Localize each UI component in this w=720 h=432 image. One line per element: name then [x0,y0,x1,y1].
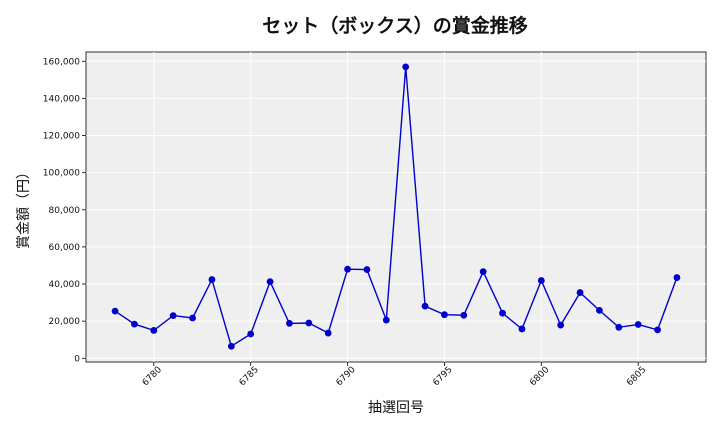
data-points [111,63,681,350]
data-point [460,311,468,319]
data-point [266,278,274,286]
y-tick-label: 100,000 [43,169,80,179]
data-point [654,326,661,334]
x-tick-label: 6805 [625,365,648,388]
data-point [596,306,603,314]
data-point [421,302,429,310]
data-point [576,289,584,296]
data-point [673,274,681,281]
y-tick-label: 20,000 [49,317,81,327]
x-tick-label: 6785 [238,365,261,388]
data-point [363,266,371,273]
data-point [305,319,313,327]
x-tick-label: 6800 [528,365,551,388]
x-tick-label: 6790 [335,365,358,388]
x-tick-label: 6780 [141,365,164,388]
y-tick-label: 60,000 [49,243,81,253]
data-point [402,63,410,71]
y-tick-label: 0 [74,354,80,364]
data-point [615,323,623,331]
x-tick-label: 6795 [431,365,454,388]
y-tick-label: 160,000 [43,57,80,67]
data-point [499,309,506,317]
data-point [169,312,177,319]
grid-lines [86,52,706,362]
series-line [114,66,678,348]
data-point [557,321,565,329]
x-axis-ticks: 6780 6785 6790 6795 6800 6805 [141,362,648,388]
data-point [111,307,119,315]
data-point [441,311,448,319]
y-tick-label: 40,000 [49,280,81,290]
data-point [227,342,235,350]
y-tick-label: 120,000 [43,132,80,142]
data-point [286,319,293,327]
data-point [382,316,390,324]
data-point [634,321,642,328]
data-point [208,276,216,283]
data-point [324,329,332,337]
data-point [479,268,487,275]
y-tick-label: 140,000 [43,94,80,104]
y-tick-label: 80,000 [49,206,81,216]
data-point [131,320,138,328]
data-point [247,330,255,338]
x-axis-label: 抽選回号 [368,400,424,416]
chart-title: セット（ボックス）の賞金推移 [262,14,527,37]
data-point [150,327,158,334]
y-axis-ticks: 0 20,000 40,000 60,000 80,000 100,000 120,000 1… [43,57,86,364]
data-point [518,325,526,333]
data-point [189,314,196,322]
data-point [344,265,351,273]
y-axis-label: 賞金額（円） [16,165,32,249]
data-point [537,277,545,284]
